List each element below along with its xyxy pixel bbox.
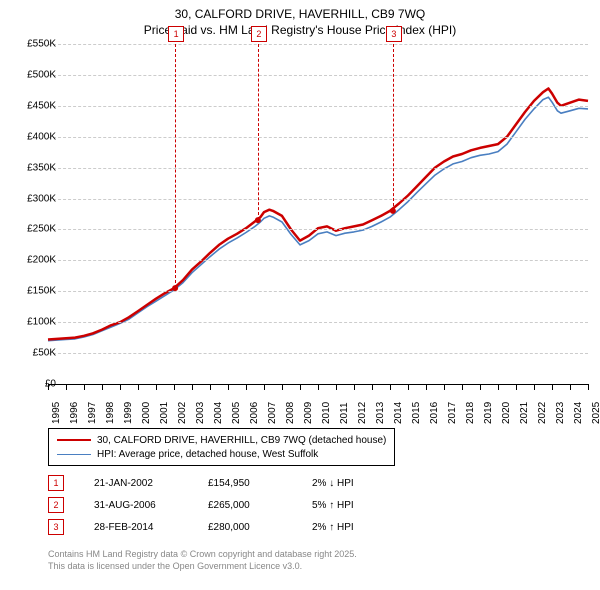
gridline [48,137,588,138]
x-tick-label: 2004 [213,402,224,424]
y-tick-label: £50K [12,348,56,359]
x-tick-label: 2020 [501,402,512,424]
x-tick-label: 1995 [51,402,62,424]
y-tick-label: £100K [12,317,56,328]
footer-line1: Contains HM Land Registry data © Crown c… [48,548,357,560]
event-hpi-1: 2% ↓ HPI [312,478,402,489]
x-tick-label: 2003 [195,402,206,424]
legend-label-hpi: HPI: Average price, detached house, West… [97,449,318,460]
event-row-3: 3 28-FEB-2014 £280,000 2% ↑ HPI [48,516,402,538]
event-row-1: 1 21-JAN-2002 £154,950 2% ↓ HPI [48,472,402,494]
y-tick-label: £350K [12,162,56,173]
line-svg [48,44,588,384]
sale-marker-box: 1 [168,26,184,42]
y-tick-label: £500K [12,69,56,80]
x-tick-label: 2006 [249,402,260,424]
footer-line2: This data is licensed under the Open Gov… [48,560,357,572]
sale-vline [393,44,394,211]
y-tick-label: £400K [12,131,56,142]
x-tick-label: 2024 [573,402,584,424]
events-table: 1 21-JAN-2002 £154,950 2% ↓ HPI 2 31-AUG… [48,472,402,538]
y-tick-label: £0 [12,379,56,390]
footer: Contains HM Land Registry data © Crown c… [48,548,357,572]
title-line1: 30, CALFORD DRIVE, HAVERHILL, CB9 7WQ [0,6,600,22]
x-tick-label: 2000 [141,402,152,424]
x-tick-label: 2021 [519,402,530,424]
series-hpi [48,97,588,341]
x-tick-label: 1998 [105,402,116,424]
event-price-1: £154,950 [208,478,288,489]
gridline [48,322,588,323]
gridline [48,199,588,200]
event-marker-1: 1 [48,475,64,491]
legend-row-hpi: HPI: Average price, detached house, West… [57,447,386,461]
gridline [48,168,588,169]
x-tick-label: 2005 [231,402,242,424]
x-tick-label: 1999 [123,402,134,424]
x-tick-label: 2016 [429,402,440,424]
event-date-3: 28-FEB-2014 [94,522,184,533]
event-date-2: 31-AUG-2006 [94,500,184,511]
x-tick-label: 2001 [159,402,170,424]
y-tick-label: £300K [12,193,56,204]
x-tick-label: 2022 [537,402,548,424]
event-price-3: £280,000 [208,522,288,533]
x-tick-label: 1996 [69,402,80,424]
y-tick-label: £450K [12,100,56,111]
x-tick-label: 2007 [267,402,278,424]
chart-frame: 30, CALFORD DRIVE, HAVERHILL, CB9 7WQ Pr… [0,0,600,590]
x-tick-label: 2010 [321,402,332,424]
x-tick-label: 2023 [555,402,566,424]
legend-row-price: 30, CALFORD DRIVE, HAVERHILL, CB9 7WQ (d… [57,433,386,447]
x-tick-label: 2013 [375,402,386,424]
x-tick-label: 2014 [393,402,404,424]
x-tick-label: 2002 [177,402,188,424]
y-tick-label: £550K [12,39,56,50]
sale-vline [175,44,176,288]
gridline [48,106,588,107]
event-row-2: 2 31-AUG-2006 £265,000 5% ↑ HPI [48,494,402,516]
sale-marker-box: 3 [386,26,402,42]
x-tick-label: 2025 [591,402,600,424]
x-tick-label: 2019 [483,402,494,424]
gridline [48,229,588,230]
y-tick-label: £250K [12,224,56,235]
gridline [48,44,588,45]
legend-swatch-price [57,439,91,441]
gridline [48,291,588,292]
x-tick-label: 2015 [411,402,422,424]
legend-label-price: 30, CALFORD DRIVE, HAVERHILL, CB9 7WQ (d… [97,435,386,446]
x-tick-label: 2018 [465,402,476,424]
x-tick-label: 2012 [357,402,368,424]
x-tick-label: 2011 [339,402,350,424]
x-axis-labels: 1995 1996 1997 1998 1999 2000 2001 2002 2003 2004… [48,390,588,430]
gridline [48,75,588,76]
sale-marker-box: 2 [251,26,267,42]
x-tick-label: 2009 [303,402,314,424]
plot-area: 123 [48,44,588,385]
y-tick-label: £200K [12,255,56,266]
sale-vline [258,44,259,220]
x-tick-label: 2017 [447,402,458,424]
gridline [48,353,588,354]
title-line2: Price paid vs. HM Land Registry's House … [0,22,600,38]
gridline [48,260,588,261]
x-tick-label: 2008 [285,402,296,424]
x-tick-label: 1997 [87,402,98,424]
event-date-1: 21-JAN-2002 [94,478,184,489]
series-price_paid [48,89,588,340]
legend-swatch-hpi [57,454,91,455]
event-hpi-3: 2% ↑ HPI [312,522,402,533]
event-marker-2: 2 [48,497,64,513]
event-price-2: £265,000 [208,500,288,511]
chart-title: 30, CALFORD DRIVE, HAVERHILL, CB9 7WQ Pr… [0,0,600,38]
event-marker-3: 3 [48,519,64,535]
legend: 30, CALFORD DRIVE, HAVERHILL, CB9 7WQ (d… [48,428,395,466]
x-tick [588,384,589,390]
event-hpi-2: 5% ↑ HPI [312,500,402,511]
y-tick-label: £150K [12,286,56,297]
